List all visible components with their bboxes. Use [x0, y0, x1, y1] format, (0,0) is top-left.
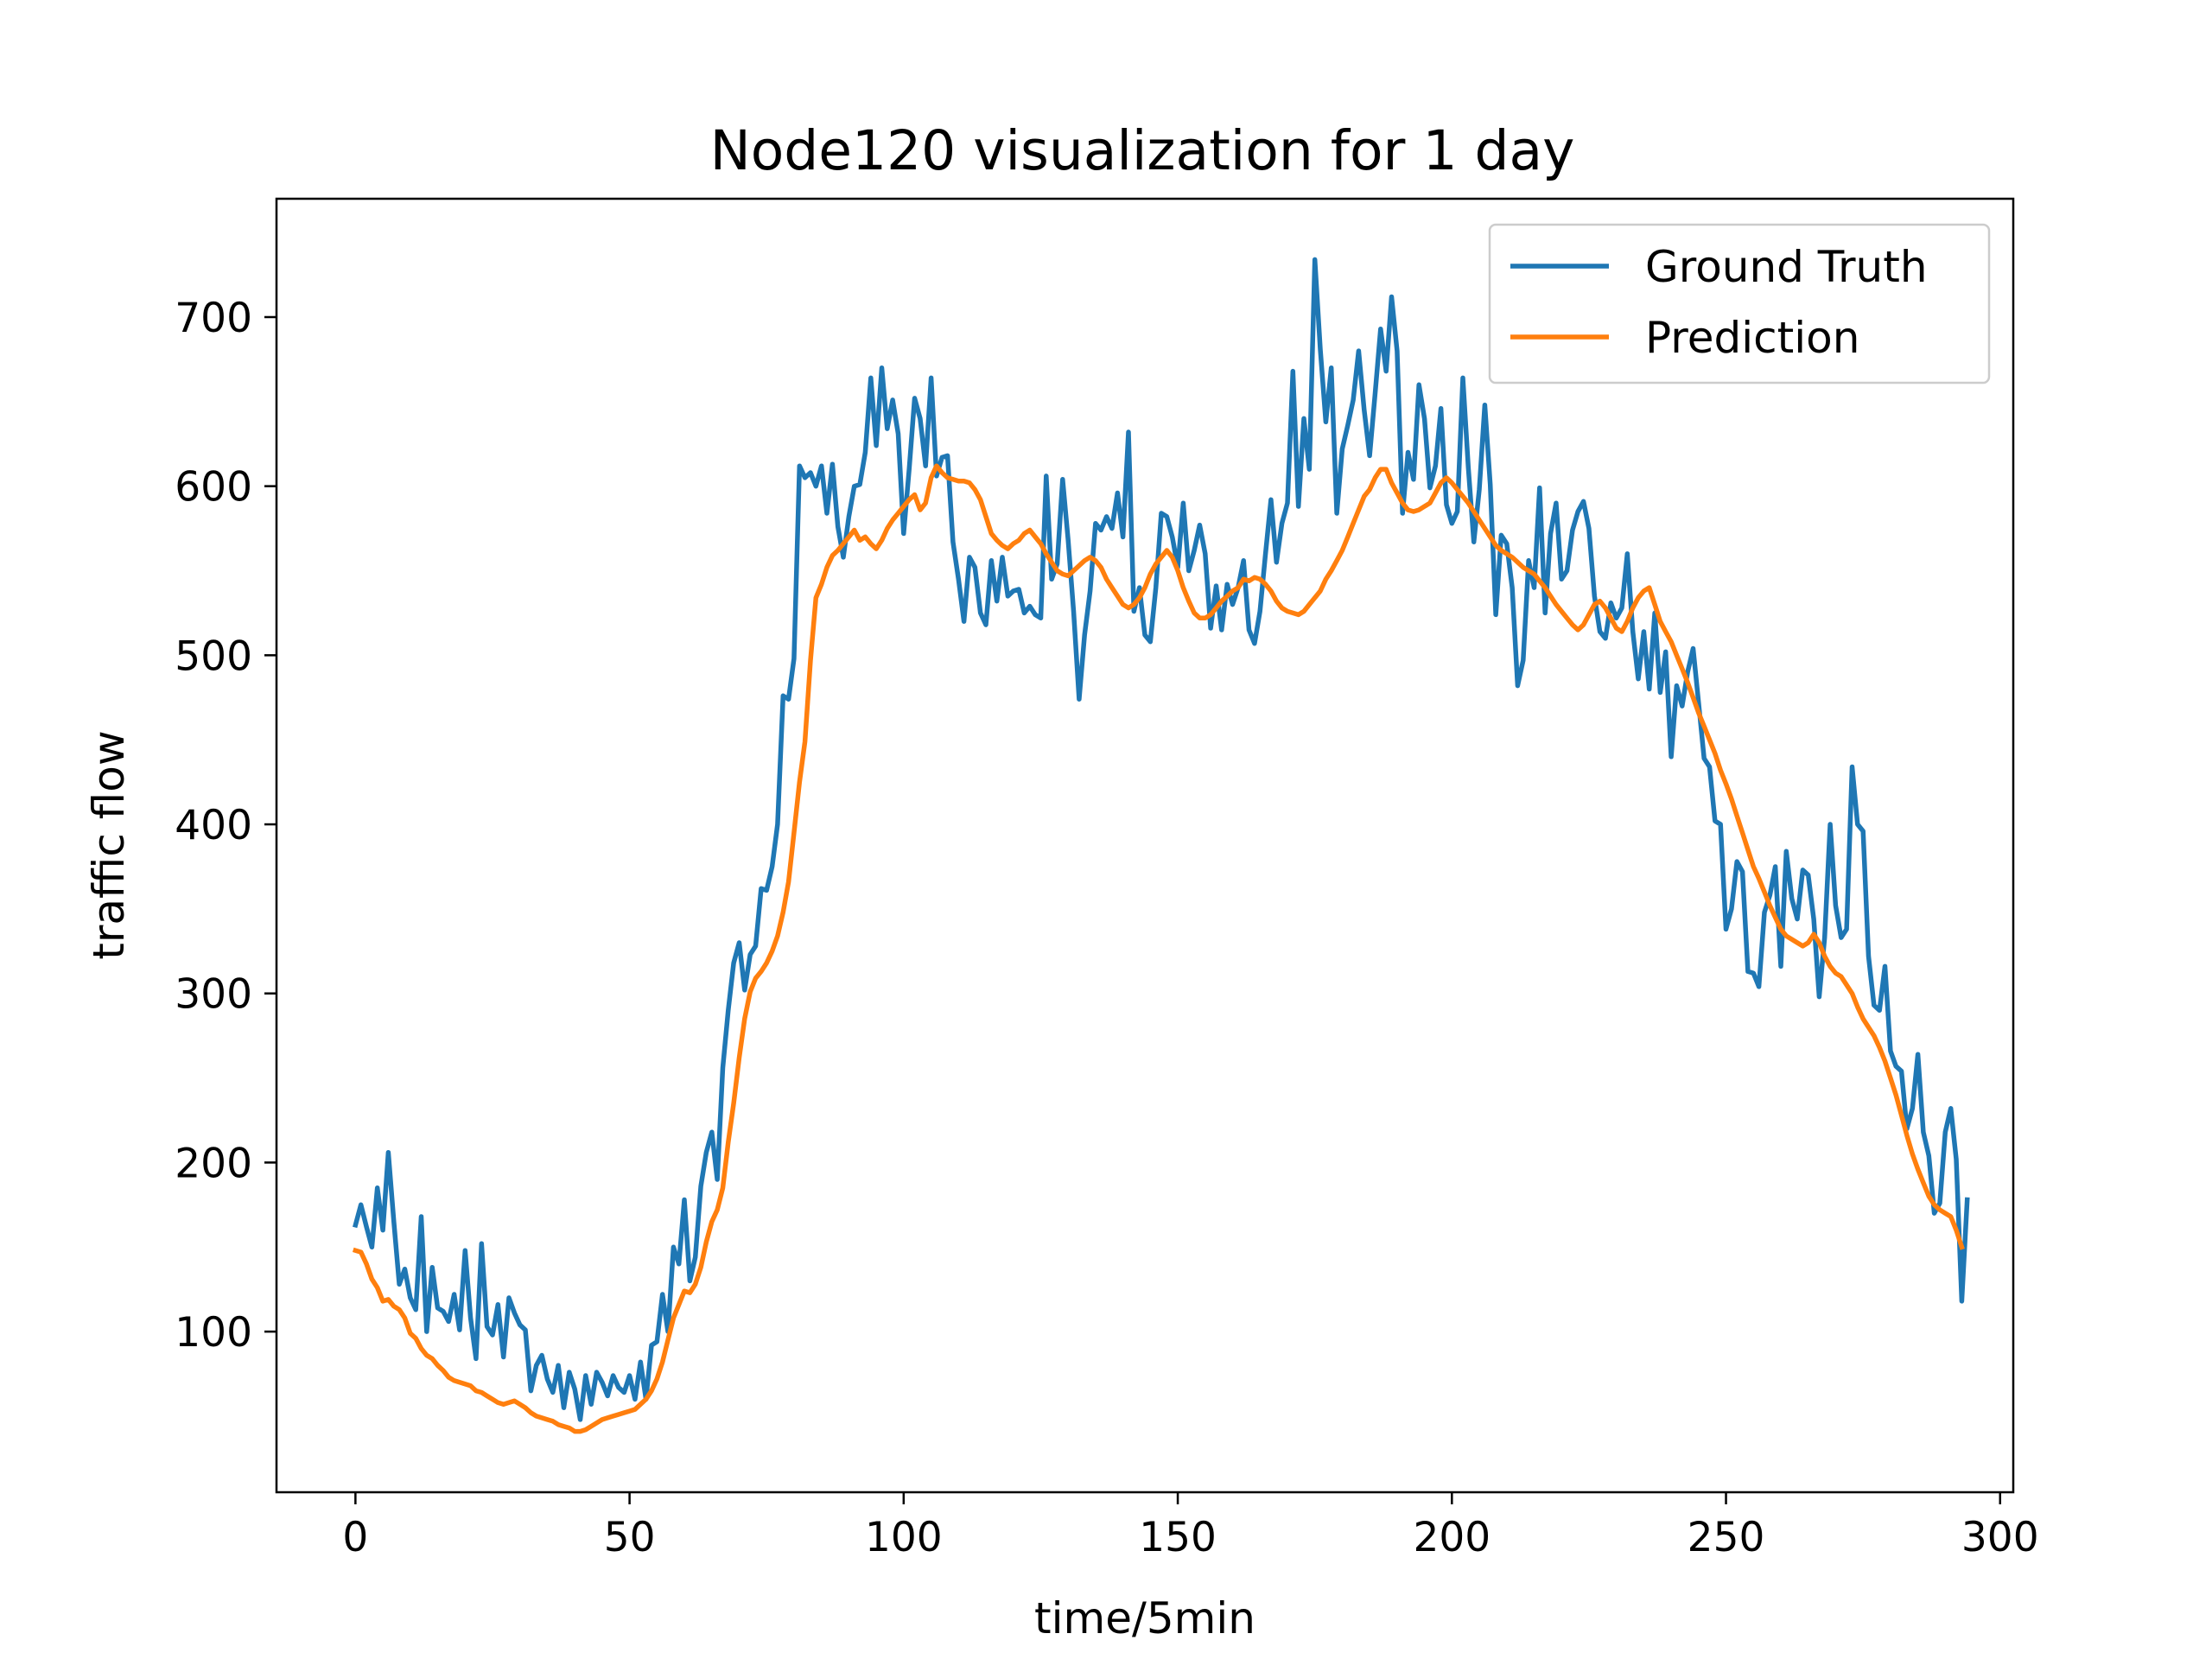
series-line-prediction — [352, 463, 1965, 1434]
legend-label-prediction: Prediction — [1645, 313, 1859, 363]
y-tick-label: 400 — [175, 802, 252, 849]
x-tick-label: 50 — [604, 1514, 656, 1561]
x-tick-label: 200 — [1413, 1514, 1491, 1561]
y-tick-label: 200 — [175, 1140, 252, 1187]
y-tick-label: 500 — [175, 632, 252, 680]
x-tick-label: 150 — [1139, 1514, 1217, 1561]
x-axis-label: time/5min — [1034, 1593, 1255, 1643]
legend: Ground Truth Prediction — [1488, 223, 1991, 385]
chart-title: Node120 visualization for 1 day — [710, 119, 1575, 182]
legend-label-ground-truth: Ground Truth — [1645, 242, 1928, 292]
y-tick-label: 700 — [175, 295, 252, 342]
plot-frame — [275, 197, 2015, 1494]
y-axis: 100 200 300 400 500 600 700 — [175, 295, 276, 1357]
legend-box — [1488, 223, 1991, 385]
x-tick-label: 0 — [342, 1514, 368, 1561]
series-layer — [352, 257, 1970, 1434]
series-line-ground-truth — [353, 257, 1970, 1422]
x-tick-label: 250 — [1688, 1514, 1765, 1561]
y-tick-label: 100 — [175, 1309, 252, 1357]
x-axis: 0 50 100 150 200 250 300 — [342, 1492, 2039, 1561]
x-tick-label: 300 — [1961, 1514, 2039, 1561]
x-tick-label: 100 — [865, 1514, 943, 1561]
y-tick-label: 300 — [175, 971, 252, 1019]
y-axis-label: traffic flow — [84, 730, 134, 960]
y-tick-label: 600 — [175, 464, 252, 512]
